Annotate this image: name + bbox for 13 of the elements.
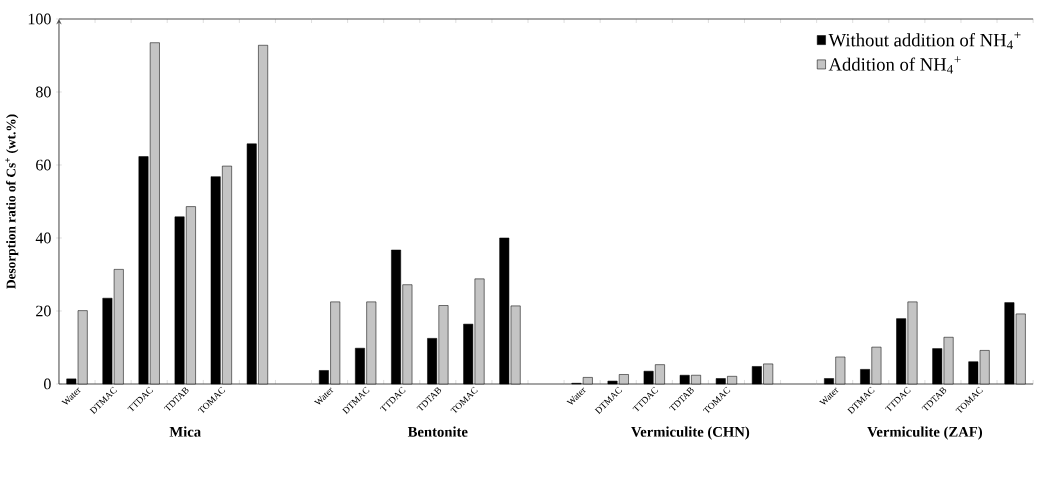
y-tick-label: 0 <box>44 378 51 390</box>
x-axis-title: Bentonite <box>407 426 468 437</box>
y-tick-label: 60 <box>36 159 51 171</box>
x-axis-title: Mica <box>169 426 201 437</box>
y-tick-label: 80 <box>36 86 51 98</box>
legend-label: Without addition of NH$_{4}$+ <box>828 31 1021 50</box>
x-axis-title: Vermiculite (ZAF) <box>867 426 983 440</box>
y-tick-label: 100 <box>28 13 51 25</box>
y-tick-label: 40 <box>35 232 51 244</box>
y-axis-title: Desorption ratio of Cs$^{+}$ (wt.%) <box>5 114 19 289</box>
legend-label: Addition of NH$_{4}$+ <box>828 56 961 74</box>
y-tick-label: 20 <box>36 305 51 317</box>
x-axis-title: Vermiculite (CHN) <box>631 426 750 440</box>
